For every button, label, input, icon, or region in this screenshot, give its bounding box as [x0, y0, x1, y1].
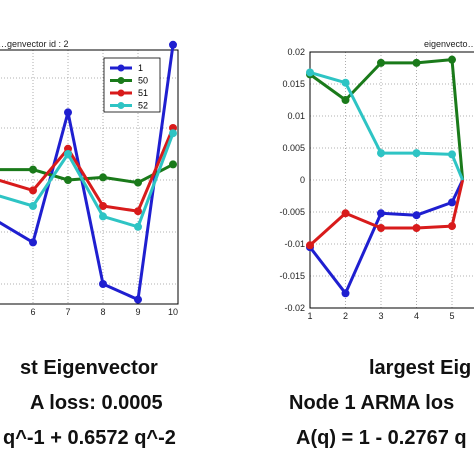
legend-marker	[117, 77, 125, 84]
data-point	[99, 280, 107, 288]
series-line-1	[0, 44, 175, 302]
x-tick-label: 8	[100, 307, 105, 317]
x-tick-label: 4	[414, 311, 419, 321]
data-point	[134, 207, 142, 216]
series-line-51	[0, 127, 175, 213]
data-point	[341, 96, 350, 104]
data-point	[448, 198, 456, 207]
data-point	[64, 176, 72, 184]
x-tick-label: 9	[135, 307, 140, 317]
x-tick-label: 3	[378, 311, 383, 321]
legend-box	[103, 57, 161, 113]
series-line-0	[308, 179, 465, 295]
legend-label: 52	[138, 101, 148, 111]
x-tick-label: 5	[449, 311, 454, 321]
right-y-tick-labels: 0.02 0.015 0.01 0.005 0 -0.005 -0.01 -0.015 -0.0…	[279, 47, 305, 313]
data-point	[29, 165, 37, 174]
left-x-tick-labels: 6 7 8 9 10	[30, 307, 178, 317]
legend-marker	[117, 64, 125, 72]
data-point	[64, 150, 72, 158]
right-chart: eigenvecto… 0.02 0.015 0.01 0.005 0 -0.005 -0.…	[279, 39, 474, 321]
data-point	[412, 58, 421, 67]
data-point	[29, 238, 37, 247]
right-series-lines	[306, 55, 465, 298]
data-point	[134, 222, 142, 231]
data-point	[341, 289, 350, 298]
data-point	[99, 173, 107, 182]
right-chart-grid	[310, 52, 474, 308]
data-point	[377, 58, 385, 67]
right-caption-line-1: largest Eig	[369, 357, 472, 379]
x-tick-label: 2	[343, 311, 348, 321]
legend-marker	[117, 102, 125, 109]
data-point	[306, 68, 314, 77]
series-line-52	[0, 132, 175, 229]
series-line-1	[309, 58, 465, 181]
y-tick-label: 0	[300, 175, 305, 185]
data-point	[169, 160, 177, 169]
x-tick-label: 6	[30, 307, 35, 317]
data-point	[134, 295, 142, 304]
y-tick-label: 0.015	[282, 79, 305, 89]
data-point	[134, 178, 142, 187]
data-point	[412, 224, 421, 232]
data-point	[377, 149, 385, 158]
x-tick-label: 1	[307, 311, 312, 321]
legend-label: 51	[138, 88, 148, 98]
series-line-3	[309, 71, 465, 181]
y-tick-label: -0.01	[284, 239, 305, 249]
data-point	[377, 209, 385, 218]
right-caption-line-2: Node 1 ARMA los	[289, 392, 455, 414]
right-caption-line-3: A(q) = 1 - 0.2767 q	[296, 427, 467, 449]
data-point	[448, 55, 456, 64]
data-point	[341, 209, 350, 218]
y-tick-label: -0.015	[279, 271, 305, 281]
x-tick-label: 7	[65, 307, 70, 317]
legend-label: 50	[138, 76, 148, 86]
data-point	[412, 211, 421, 220]
legend-label: 1	[138, 63, 143, 73]
left-caption-line-3: q^-1 + 0.6572 q^-2	[3, 427, 176, 449]
left-chart-title: …genvector id : 2	[0, 39, 69, 49]
data-point	[99, 202, 107, 210]
series-line-2	[308, 179, 465, 247]
y-tick-label: -0.005	[279, 207, 305, 217]
data-point	[99, 212, 107, 221]
left-chart: …genvector id : 2 6 7 8 9 10 1 50 51 52	[0, 39, 179, 317]
right-chart-title: eigenvecto…	[424, 39, 474, 49]
data-point	[306, 241, 314, 250]
left-legend: 1 50 51 52	[103, 57, 161, 113]
legend-marker	[117, 89, 125, 97]
y-tick-label: 0.005	[282, 143, 305, 153]
y-tick-label: 0.02	[287, 47, 305, 57]
data-point	[448, 150, 456, 159]
data-point	[341, 78, 350, 87]
right-x-tick-labels: 1 2 3 4 5	[307, 311, 454, 321]
data-point	[169, 40, 177, 49]
data-point	[377, 224, 385, 232]
right-plot-area	[309, 51, 474, 309]
data-point	[29, 186, 37, 195]
x-tick-label: 10	[168, 307, 178, 317]
left-caption-line-1: st Eigenvector	[20, 357, 158, 379]
y-tick-label: -0.02	[284, 303, 305, 313]
data-point	[448, 222, 456, 231]
y-tick-label: 0.01	[287, 111, 305, 121]
data-point	[169, 129, 177, 138]
left-plot-area	[0, 49, 179, 305]
data-point	[29, 202, 37, 210]
data-point	[412, 149, 421, 158]
data-point	[64, 108, 72, 117]
left-series-lines	[0, 40, 177, 304]
left-caption-line-2: A loss: 0.0005	[30, 392, 163, 414]
